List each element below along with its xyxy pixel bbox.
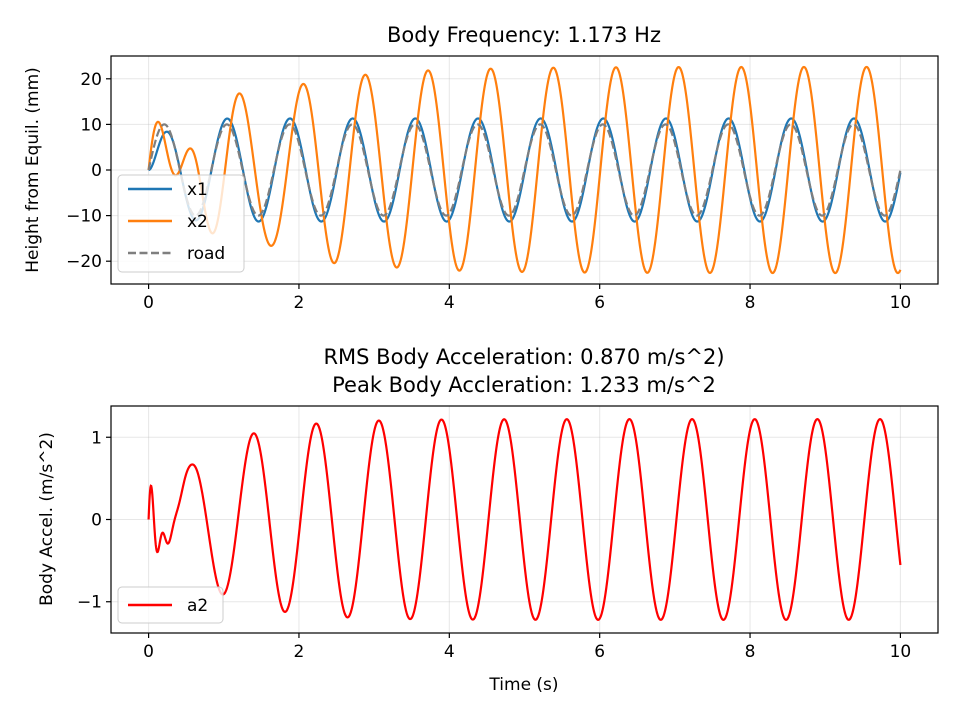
x-tick-label: 10: [890, 293, 912, 313]
y-tick-label: 0: [91, 161, 102, 181]
bottom-chart-title-line2: Peak Body Accleration: 1.233 m/s^2: [332, 373, 716, 397]
top-legend: x1 x2 road: [117, 174, 245, 273]
x-tick-label: 6: [594, 642, 605, 662]
top-subplot: Body Frequency: 1.173 Hz 0 2 4 6 8 10 −20 −10 0 1…: [23, 23, 939, 313]
series-line-a2: [147, 418, 902, 621]
y-tick-label: 0: [91, 511, 102, 531]
bottom-chart-title-line1: RMS Body Acceleration: 0.870 m/s^2): [323, 345, 724, 369]
legend-x2-label: x2: [187, 212, 208, 232]
x-tick-label: 6: [594, 293, 605, 313]
y-tick-label: 1: [91, 428, 102, 448]
series-line-road: [147, 123, 902, 217]
x-tick-label: 0: [143, 293, 154, 313]
x-tick-label: 8: [745, 293, 756, 313]
top-y-axis-label: Height from Equil. (mm): [23, 67, 43, 273]
y-tick-label: −10: [66, 207, 102, 227]
x-tick-label: 4: [444, 293, 455, 313]
y-tick-label: 10: [80, 115, 102, 135]
bottom-y-axis-label: Body Accel. (m/s^2): [37, 432, 57, 606]
bottom-legend: a2: [117, 586, 224, 624]
top-legend-box: [117, 174, 245, 273]
legend-x1-label: x1: [187, 180, 208, 200]
legend-a2-label: a2: [187, 596, 208, 616]
y-tick-label: −20: [66, 252, 102, 272]
bottom-subplot: RMS Body Acceleration: 0.870 m/s^2) Peak…: [37, 345, 939, 695]
x-tick-label: 2: [294, 293, 305, 313]
x-tick-label: 4: [444, 642, 455, 662]
x-tick-label: 2: [294, 642, 305, 662]
legend-road-label: road: [187, 244, 225, 264]
bottom-x-axis-label: Time (s): [488, 675, 558, 695]
bottom-gridlines: [111, 406, 938, 633]
y-tick-label: −1: [77, 593, 102, 613]
x-tick-label: 10: [890, 642, 912, 662]
top-tick-marks: 0 2 4 6 8 10 −20 −10 0 10 20: [66, 70, 911, 313]
bottom-tick-marks: 0 2 4 6 8 10 −1 0 1: [77, 428, 911, 662]
top-series-lines: [147, 65, 902, 275]
x-tick-label: 0: [143, 642, 154, 662]
bottom-series-lines: [147, 418, 902, 621]
top-chart-title: Body Frequency: 1.173 Hz: [387, 23, 661, 47]
y-tick-label: 20: [80, 70, 102, 90]
series-line-x2: [147, 65, 902, 275]
x-tick-label: 8: [745, 642, 756, 662]
